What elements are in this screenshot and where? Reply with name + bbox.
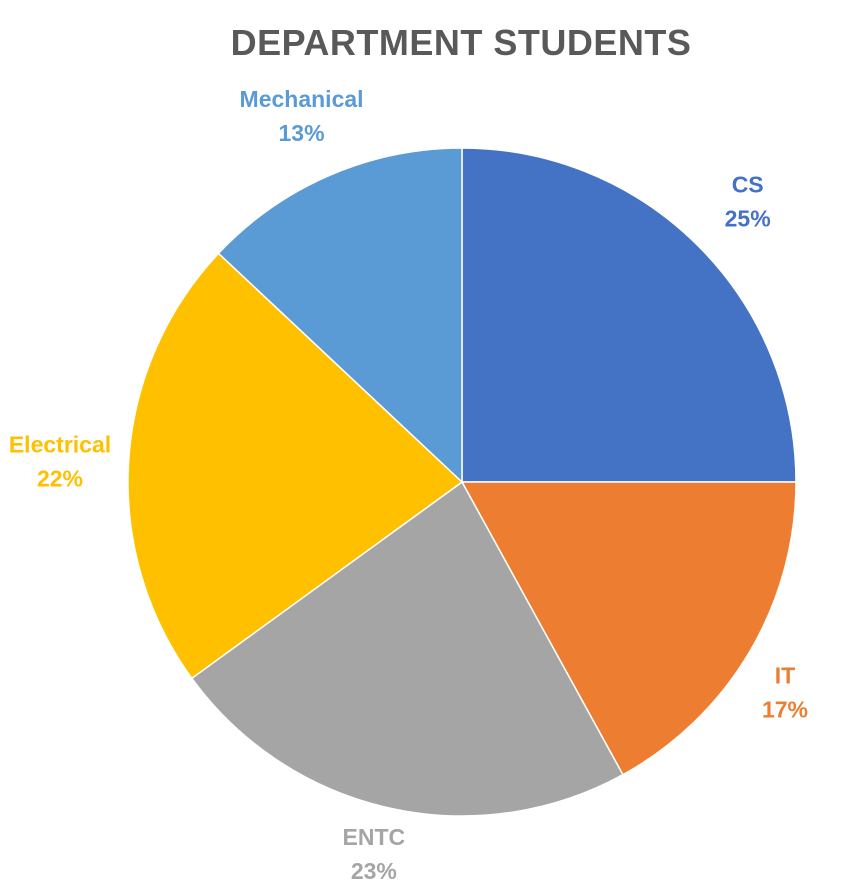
slice-label-cs: CS 25% — [725, 171, 771, 231]
slice-percent-label: 25% — [725, 205, 771, 231]
pie-slices — [127, 147, 797, 817]
slice-label-it: IT 17% — [762, 663, 808, 723]
slice-label-electrical: Electrical 22% — [9, 432, 111, 492]
slice-category-label: CS — [732, 171, 764, 197]
slice-category-label: IT — [775, 663, 795, 689]
slice-category-label: ENTC — [343, 824, 406, 850]
slice-percent-label: 17% — [762, 697, 808, 723]
slice-label-entc: ENTC 23% — [343, 824, 406, 884]
slice-category-label: Electrical — [9, 432, 111, 458]
pie-slice-electrical — [127, 252, 464, 680]
slice-percent-label: 13% — [279, 120, 325, 146]
slice-percent-label: 22% — [37, 466, 83, 492]
pie-slice-it — [460, 481, 797, 776]
pie-labels: CS 25% IT 17% ENTC 23% Electrical 22% Mechanical… — [9, 86, 808, 884]
pie-slice-entc — [190, 480, 624, 817]
pie-slice-mechanical — [217, 147, 463, 484]
slice-percent-label: 23% — [351, 858, 397, 884]
slice-category-label: Mechanical — [240, 86, 364, 112]
pie-slice-cs — [461, 147, 797, 483]
chart-title: DEPARTMENT STUDENTS — [230, 22, 692, 63]
slice-label-mechanical: Mechanical 13% — [240, 86, 364, 146]
